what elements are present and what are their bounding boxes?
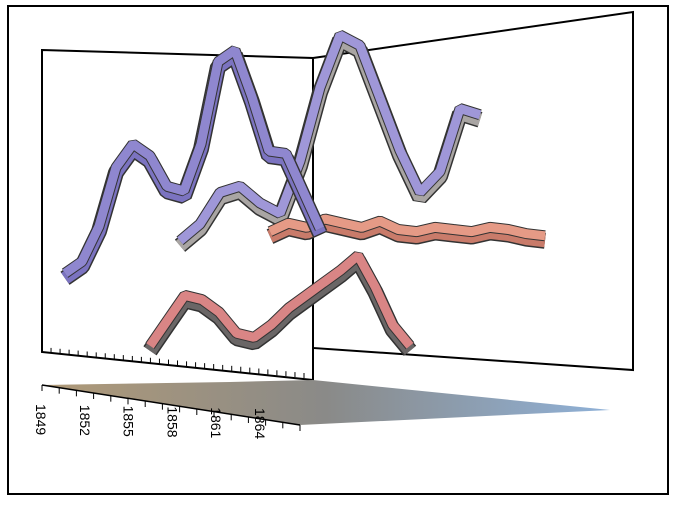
x-tick-label: 1849 (33, 404, 49, 435)
x-tick-label: 1855 (121, 406, 137, 437)
x-tick-label: 1864 (252, 408, 268, 439)
x-tick-label: 1861 (208, 407, 224, 438)
x-tick-label: 1858 (164, 406, 180, 437)
chart: 1849 1852 1855 1858 1861 1864 (0, 0, 678, 502)
x-tick-label: 1852 (77, 405, 93, 436)
